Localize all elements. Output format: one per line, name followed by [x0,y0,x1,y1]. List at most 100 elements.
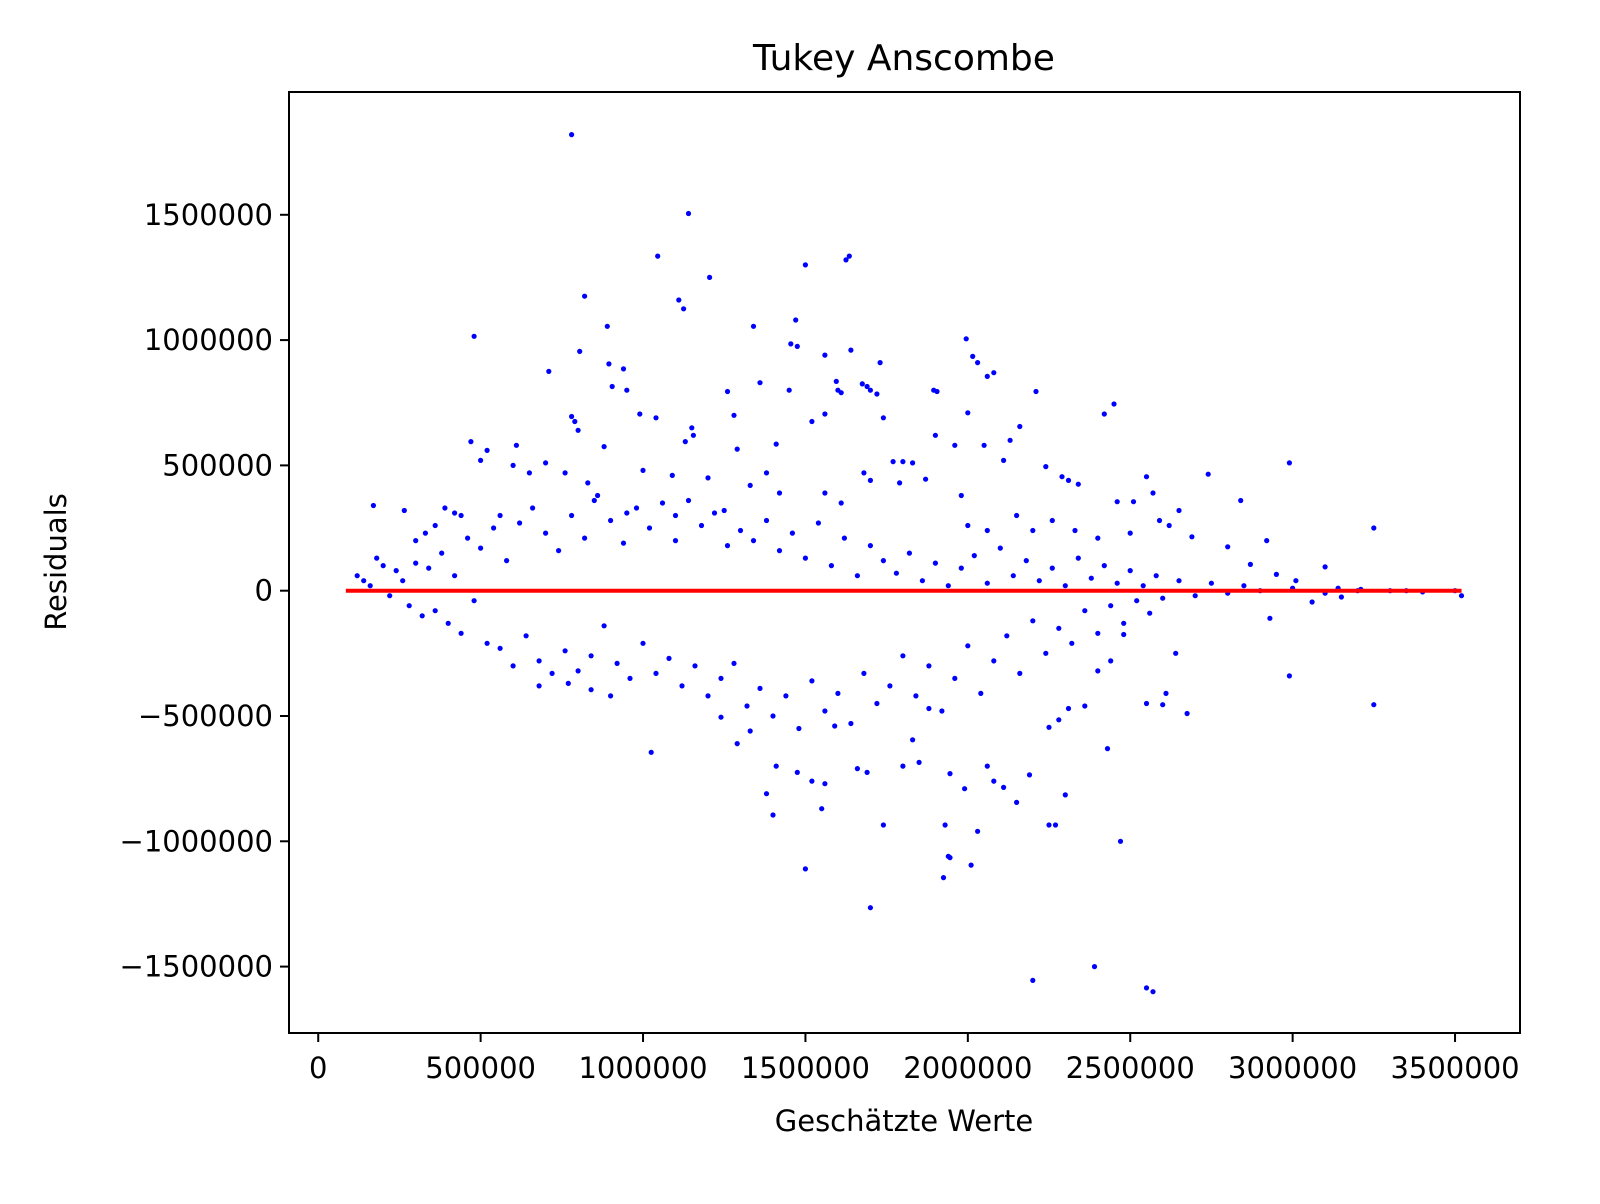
scatter-point [757,685,763,692]
scatter-point [1026,772,1033,778]
scatter-point [354,573,360,579]
scatter-point [1176,507,1182,514]
scatter-point [1338,594,1344,600]
scatter-point [471,598,477,604]
y-tick-label: 500000 [162,448,273,482]
scatter-point [978,690,984,697]
scatter-point [1238,497,1244,504]
scatter-point [445,620,451,626]
scatter-point [1225,544,1231,550]
scatter-point [569,512,575,519]
scatter-point [1001,457,1007,463]
scatter-point [932,432,939,438]
y-axis-label: Residuals [39,493,73,631]
scatter-point [859,381,865,387]
scatter-point [685,497,692,504]
scatter-point [442,505,448,511]
scatter-point [843,257,849,263]
scatter-point [601,623,607,629]
scatter-point [1033,388,1039,395]
scatter-point [1143,985,1150,991]
scatter-point [1173,650,1179,656]
scatter-point [718,675,724,682]
scatter-point [1104,746,1111,752]
scatter-point [763,791,770,797]
scatter-point [1088,575,1094,581]
x-tick-label: 2000000 [903,1051,1032,1085]
scatter-point [1121,620,1127,626]
scatter-points [354,132,1465,995]
scatter-point [510,663,516,669]
scatter-point [952,442,958,448]
scatter-point [1166,522,1172,529]
scatter-point [1371,702,1377,708]
scatter-point [1205,471,1211,477]
scatter-point [744,703,750,709]
scatter-point [1082,608,1088,614]
scatter-point [1014,799,1020,806]
scatter-point [965,410,971,416]
scatter-point [510,462,516,468]
scatter-point [962,786,968,792]
scatter-point [1075,555,1081,561]
scatter-point [880,415,887,421]
scatter-point [724,388,731,395]
scatter-point [513,442,520,448]
scatter-point [606,361,612,367]
scatter-point [923,476,929,482]
scatter-point [832,723,838,729]
scatter-point [975,828,981,834]
scatter-point [484,447,490,453]
scatter-point [846,253,852,259]
scatter-point [802,555,809,561]
scatter-point [478,545,484,551]
scatter-point [711,510,718,516]
scatter-point [536,683,542,689]
scatter-point [1030,618,1036,624]
scatter-point [731,412,737,418]
scatter-point [1101,411,1107,417]
scatter-point [822,781,828,787]
scatter-point [900,763,906,769]
scatter-point [401,507,407,514]
scatter-point [1065,477,1072,483]
x-tick-label: 1000000 [578,1051,707,1085]
scatter-point [517,520,523,526]
scatter-point [400,578,406,584]
scatter-point [575,668,581,674]
scatter-point [789,530,796,536]
scatter-point [698,522,705,529]
scatter-point [1108,658,1114,664]
scatter-point [681,306,687,312]
scatter-point [497,512,503,519]
scatter-point [1163,690,1169,697]
scatter-point [737,527,744,534]
scatter-point [750,538,757,544]
scatter-point [750,323,757,329]
scatter-point [504,558,510,564]
scatter-point [809,418,815,425]
y-tick-label: −1500000 [120,950,273,984]
scatter-point [1143,700,1150,707]
scatter-point [757,380,763,386]
scatter-point [731,660,737,667]
scatter-point [913,693,919,699]
scatter-point [864,769,870,776]
scatter-point [1108,603,1114,609]
scatter-point [861,470,867,476]
scatter-point [968,862,974,868]
scatter-point [707,274,713,280]
scatter-point [1001,784,1007,791]
scatter-point [637,411,643,417]
scatter-point [452,573,458,579]
scatter-point [815,520,822,526]
scatter-point [1065,705,1072,712]
scatter-point [1273,571,1279,578]
scatter-point [793,317,799,323]
scatter-point [608,693,614,699]
scatter-point [819,806,825,812]
scatter-point [536,658,542,664]
scatter-point [705,693,711,699]
scatter-point [523,633,529,639]
scatter-point [991,370,997,376]
